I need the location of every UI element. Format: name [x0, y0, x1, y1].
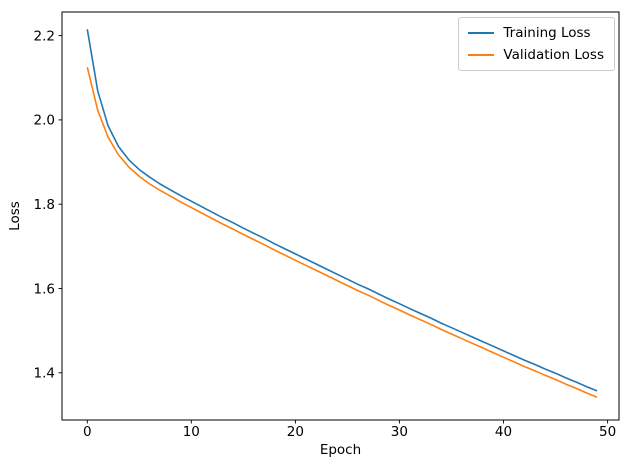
x-axis-label: Epoch — [319, 442, 362, 458]
x-tick-label: 40 — [495, 424, 512, 440]
x-tick-label: 50 — [599, 424, 616, 440]
legend-label-validation-loss: Validation Loss — [503, 47, 604, 63]
legend-label-training-loss: Training Loss — [503, 25, 591, 41]
x-tick-label: 30 — [391, 424, 408, 440]
x-tick-label: 10 — [183, 424, 200, 440]
y-tick-label: 1.8 — [34, 197, 55, 213]
axes-spines — [61, 11, 620, 421]
y-tick-label: 2.0 — [34, 113, 55, 129]
validation-loss-swatch — [468, 54, 495, 56]
y-tick-label: 1.6 — [34, 281, 55, 297]
training-loss-swatch — [468, 32, 495, 34]
y-axis-label: Loss — [7, 201, 23, 231]
x-tick-label: 20 — [287, 424, 304, 440]
y-tick-label: 2.2 — [34, 28, 55, 44]
chart-legend: Training Loss Validation Loss — [458, 17, 615, 71]
legend-item-validation-loss: Validation Loss — [468, 46, 604, 64]
x-tick-label: 0 — [83, 424, 92, 440]
y-tick-label: 1.4 — [34, 366, 55, 382]
validation-loss-line — [86, 67, 598, 398]
training-loss-line — [86, 29, 598, 392]
legend-item-training-loss: Training Loss — [468, 24, 604, 42]
